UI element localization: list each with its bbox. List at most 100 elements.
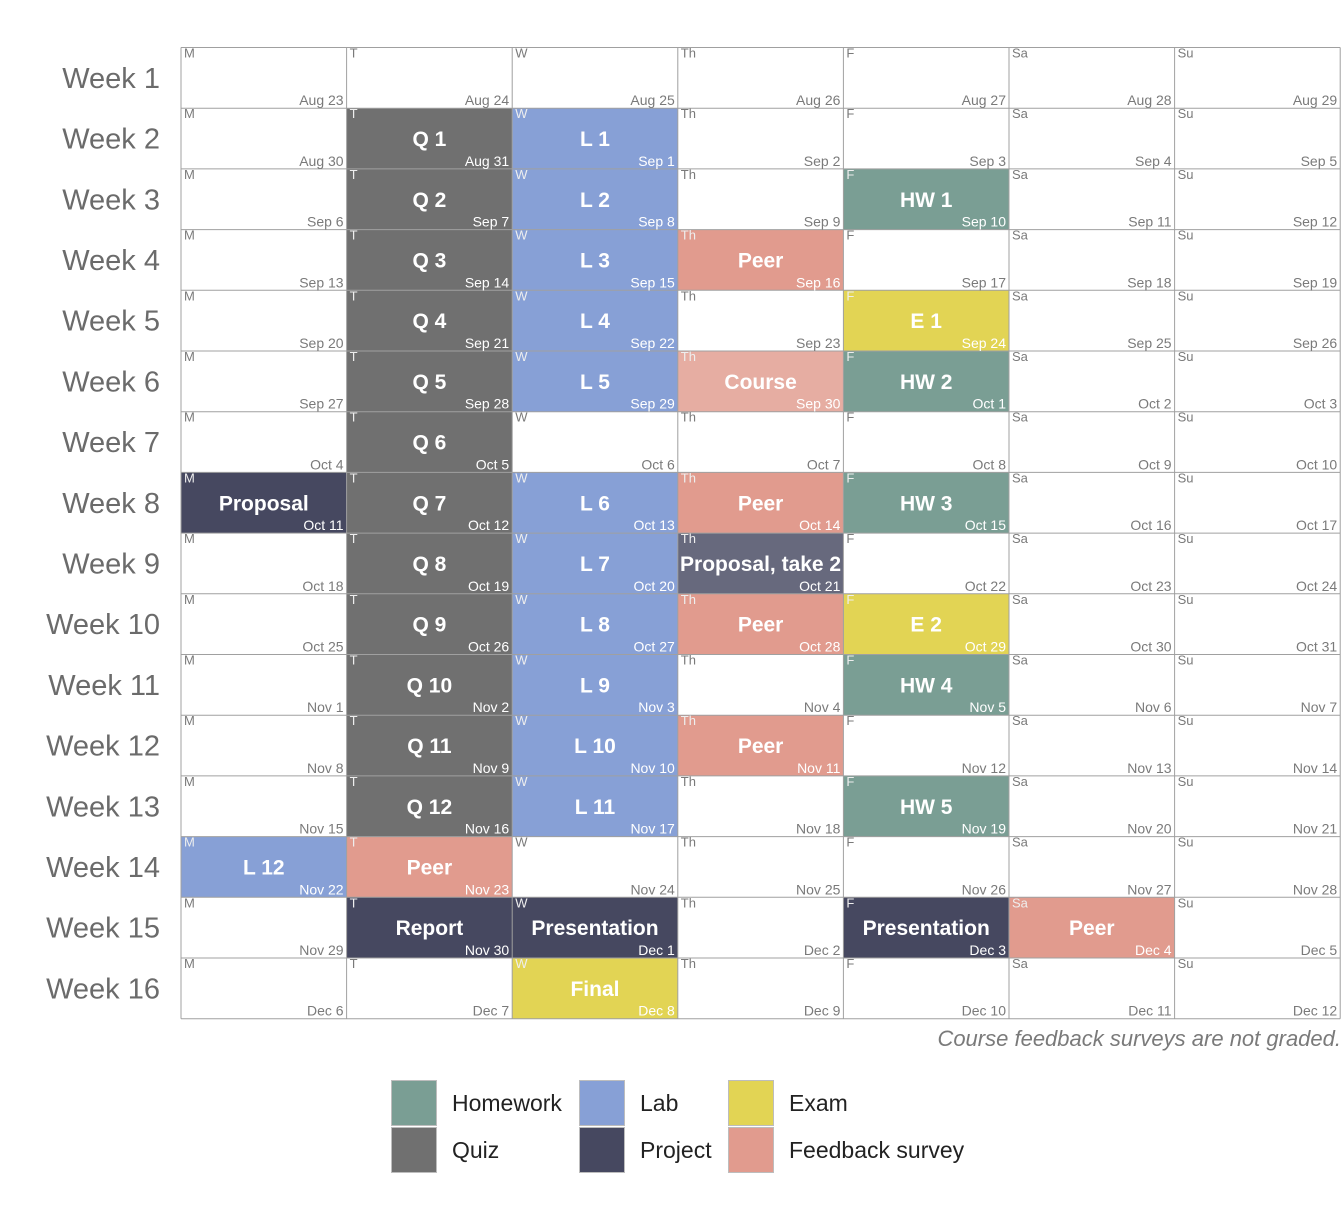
date-label: Sep 4	[1135, 153, 1172, 169]
date-label: Nov 17	[630, 821, 675, 837]
week-label-5: Week 5	[62, 306, 160, 338]
day-abbr: T	[350, 895, 358, 910]
day-abbr: Th	[681, 410, 696, 425]
event-labels: Q 1 Q 2 Q 3 Q 4 Q 5 Q 6 Q 7 Q 8 Q 9 Q 10 Q 11 Q 12 L…	[219, 128, 1115, 1001]
event-label-l-1: L 1	[580, 128, 610, 151]
event-project-week15-t	[346, 897, 513, 958]
day-abbr: T	[350, 106, 358, 121]
event-label-hw-1: HW 1	[900, 189, 953, 212]
date-label: Oct 2	[1138, 396, 1172, 412]
date-label: Aug 29	[1293, 92, 1338, 108]
day-abbr: F	[846, 106, 854, 121]
date-label: Sep 25	[1127, 335, 1172, 351]
day-abbr: Su	[1178, 774, 1194, 789]
legend-label-homework: Homework	[452, 1089, 562, 1116]
date-label: Oct 3	[1304, 396, 1338, 412]
date-label: Sep 11	[1128, 214, 1172, 230]
event-feedback-survey-week6-th	[677, 351, 844, 412]
date-label: Nov 30	[465, 942, 510, 958]
event-label-l-4: L 4	[580, 310, 610, 333]
day-abbr: M	[184, 167, 195, 182]
day-abbr: Th	[681, 228, 696, 243]
day-abbr: M	[184, 956, 195, 971]
event-feedback-survey-week12-th	[677, 715, 844, 776]
date-label: Sep 23	[796, 335, 841, 351]
event-quiz-week6-t	[346, 351, 513, 412]
day-abbr: T	[350, 774, 358, 789]
date-label: Oct 29	[965, 639, 1006, 655]
date-label: Oct 14	[799, 517, 840, 533]
date-label: Oct 16	[1130, 517, 1171, 533]
week-label-10: Week 10	[46, 609, 160, 641]
day-abbr: F	[846, 531, 854, 546]
day-abbr: T	[350, 228, 358, 243]
event-lab-week13-w	[512, 775, 678, 837]
day-abbr: Th	[681, 774, 696, 789]
day-abbr: F	[846, 895, 854, 910]
event-label-l-11: L 11	[575, 796, 616, 819]
day-abbr: Sa	[1012, 713, 1029, 728]
legend-label-feedback-survey: Feedback survey	[789, 1136, 965, 1163]
day-abbr: Th	[681, 470, 696, 485]
legend-swatch-lab	[579, 1080, 625, 1126]
day-abbr: Th	[681, 713, 696, 728]
event-label-l-7: L 7	[580, 553, 610, 576]
date-label: Oct 12	[468, 517, 509, 533]
date-label: Sep 27	[299, 396, 344, 412]
date-label: Nov 2	[473, 699, 510, 715]
event-lab-week5-w	[512, 290, 678, 351]
day-abbr: Sa	[1012, 774, 1029, 789]
date-label: Dec 11	[1128, 1003, 1172, 1019]
date-label: Sep 7	[473, 214, 510, 230]
date-label: Nov 10	[630, 760, 675, 776]
day-abbr: W	[515, 410, 528, 425]
date-label: Sep 17	[962, 274, 1007, 290]
event-exam-week5-f	[843, 290, 1009, 351]
day-abbr: M	[184, 470, 195, 485]
day-abbr: Sa	[1012, 410, 1029, 425]
event-quiz-week3-t	[346, 168, 513, 230]
event-project-week15-f	[843, 897, 1009, 958]
event-feedback-survey-week8-th	[677, 472, 844, 534]
day-abbr: M	[184, 288, 195, 303]
day-abbr: Th	[681, 288, 696, 303]
event-project-week8-m	[181, 472, 347, 534]
legend-label-lab: Lab	[640, 1089, 679, 1116]
date-label: Oct 17	[1296, 517, 1337, 533]
date-label: Sep 18	[1127, 274, 1172, 290]
event-label-peer: Peer	[738, 250, 784, 273]
event-label-l-10: L 10	[574, 735, 616, 758]
day-abbr: W	[515, 774, 528, 789]
event-label-q-9: Q 9	[412, 614, 446, 637]
day-abbr: W	[515, 106, 528, 121]
date-label: Oct 1	[973, 396, 1007, 412]
date-label: Nov 22	[299, 881, 344, 897]
cell-labels: M Aug 23 T Aug 24 W Aug 25 Th Aug 26 F Aug 27 Sa Au…	[184, 46, 1337, 1019]
date-label: Dec 6	[307, 1003, 344, 1019]
day-abbr: F	[846, 835, 854, 850]
legend-label-quiz: Quiz	[452, 1136, 500, 1163]
event-label-hw-3: HW 3	[900, 492, 953, 515]
chart-caption: Course feedback surveys are not graded.	[937, 1026, 1341, 1051]
date-label: Sep 8	[638, 214, 675, 230]
day-abbr: Su	[1178, 653, 1194, 668]
event-label-hw-5: HW 5	[900, 796, 953, 819]
week-label-6: Week 6	[62, 366, 160, 398]
day-abbr: Th	[681, 956, 696, 971]
day-abbr: Su	[1178, 288, 1194, 303]
week-label-9: Week 9	[62, 549, 160, 581]
date-label: Aug 23	[299, 92, 344, 108]
week-label-8: Week 8	[62, 488, 160, 520]
date-label: Sep 5	[1301, 153, 1338, 169]
event-lab-week10-w	[512, 593, 678, 655]
day-abbr: M	[184, 835, 195, 850]
date-label: Oct 30	[1130, 639, 1171, 655]
day-abbr: Th	[681, 46, 696, 61]
date-label: Nov 24	[630, 881, 675, 897]
date-label: Nov 15	[299, 821, 344, 837]
day-abbr: W	[515, 228, 528, 243]
event-exam-week16-w	[512, 958, 678, 1019]
day-abbr: Sa	[1012, 895, 1029, 910]
event-label-presentation: Presentation	[863, 917, 990, 940]
day-abbr: T	[350, 167, 358, 182]
